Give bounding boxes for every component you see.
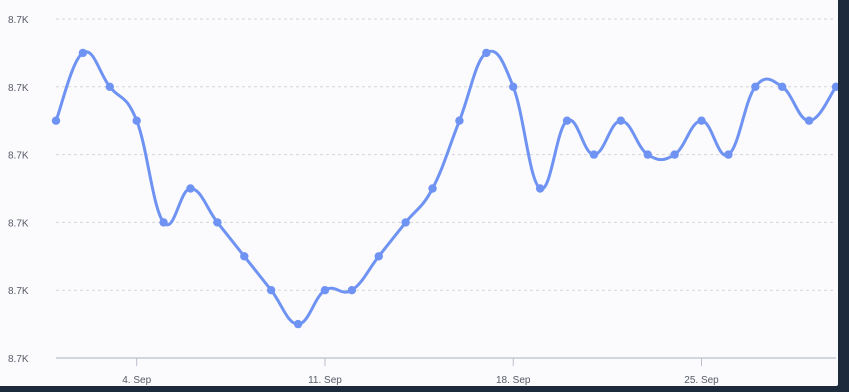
- chart-frame: 8.7K 8.7K 8.7K 8.7K 8.7K 8.7K 4. Sep 11. Sep 18.…: [0, 0, 838, 386]
- data-point[interactable]: [509, 82, 518, 92]
- x-tick-label: 18. Sep: [496, 375, 531, 386]
- series-layer: [54, 49, 838, 326]
- data-point[interactable]: [643, 150, 652, 159]
- x-tick-label: 25. Sep: [684, 375, 719, 386]
- line-chart: 8.7K 8.7K 8.7K 8.7K 8.7K 8.7K 4. Sep 11. Sep 18.…: [8, 15, 838, 386]
- y-tick-label: 8.7K: [8, 151, 29, 162]
- y-tick-label: 8.7K: [8, 218, 29, 229]
- data-point[interactable]: [132, 116, 141, 125]
- data-point[interactable]: [240, 252, 249, 261]
- axis-layer: [56, 357, 836, 366]
- data-point[interactable]: [616, 116, 626, 125]
- data-point[interactable]: [213, 218, 222, 227]
- y-tick-label: 8.7K: [8, 15, 29, 26]
- data-point[interactable]: [401, 218, 410, 227]
- x-tick-label: 11. Sep: [308, 375, 342, 386]
- series-line: [54, 49, 838, 326]
- data-point[interactable]: [831, 82, 838, 91]
- data-point[interactable]: [562, 116, 572, 125]
- points-layer: [51, 48, 838, 329]
- data-point[interactable]: [374, 252, 383, 261]
- data-point[interactable]: [535, 184, 545, 193]
- data-point[interactable]: [186, 184, 195, 193]
- y-tick-label: 8.7K: [8, 354, 29, 365]
- data-point[interactable]: [51, 116, 61, 125]
- data-point[interactable]: [482, 48, 491, 58]
- data-point[interactable]: [589, 150, 599, 159]
- data-point[interactable]: [455, 116, 464, 125]
- data-point[interactable]: [697, 116, 706, 125]
- y-tick-label: 8.7K: [8, 83, 29, 94]
- y-tick-label: 8.7K: [8, 286, 29, 297]
- data-point[interactable]: [78, 48, 88, 58]
- data-point[interactable]: [751, 82, 760, 92]
- data-point[interactable]: [105, 82, 114, 92]
- data-point[interactable]: [670, 150, 679, 159]
- data-point[interactable]: [159, 218, 168, 227]
- data-point[interactable]: [724, 150, 733, 159]
- data-point[interactable]: [804, 116, 814, 125]
- data-point[interactable]: [293, 319, 303, 329]
- data-point[interactable]: [778, 82, 787, 92]
- label-layer: 8.7K 8.7K 8.7K 8.7K 8.7K 8.7K 4. Sep 11. Sep 18.…: [8, 15, 719, 386]
- data-point[interactable]: [266, 286, 276, 295]
- data-point[interactable]: [347, 286, 357, 295]
- x-tick-label: 4. Sep: [122, 375, 151, 386]
- data-point[interactable]: [320, 286, 330, 295]
- data-point[interactable]: [428, 184, 437, 193]
